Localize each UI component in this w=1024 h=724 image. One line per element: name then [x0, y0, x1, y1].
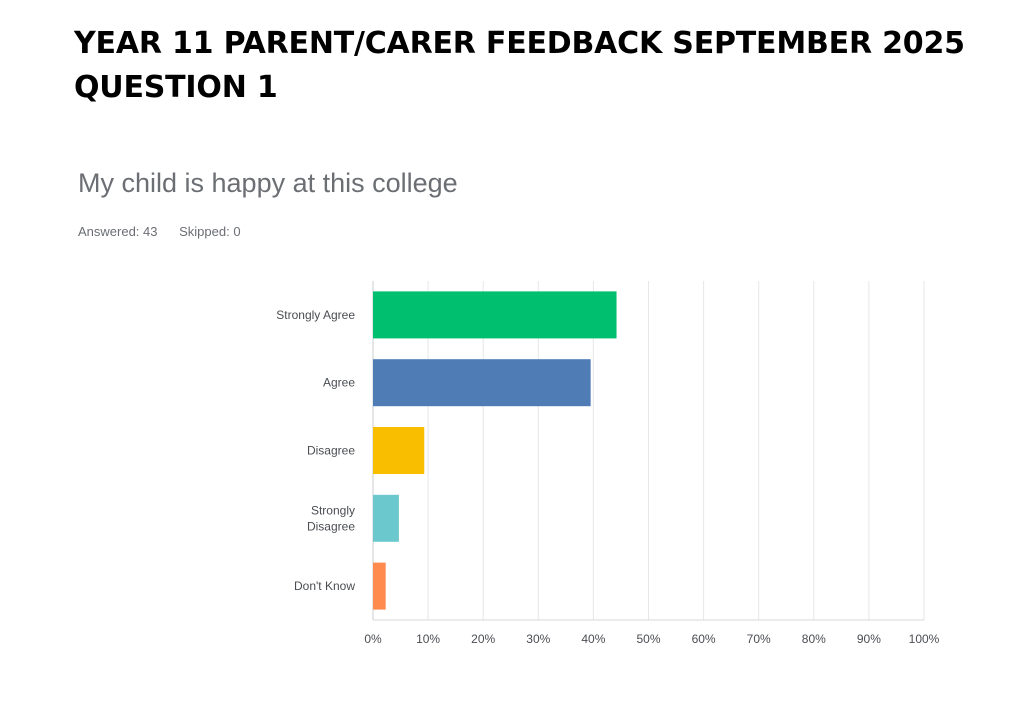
x-tick-label: 40% — [581, 632, 605, 646]
x-tick-label: 10% — [416, 632, 440, 646]
x-tick-label: 70% — [747, 632, 771, 646]
category-label: Strongly Agree — [276, 308, 355, 322]
x-tick-label: 80% — [802, 632, 826, 646]
x-tick-label: 100% — [909, 632, 940, 646]
page-title-line-2: QUESTION 1 — [74, 70, 278, 105]
bar — [373, 359, 591, 407]
question-title: My child is happy at this college — [78, 168, 458, 198]
bar — [373, 494, 399, 542]
bar — [373, 427, 425, 474]
x-tick-label: 90% — [857, 632, 881, 646]
category-label: Disagree — [307, 444, 355, 458]
x-tick-label: 30% — [526, 632, 550, 646]
skipped-count: Skipped: 0 — [179, 224, 241, 239]
answered-count: Answered: 43 — [78, 224, 158, 239]
x-tick-label: 0% — [364, 632, 382, 646]
category-label: Agree — [323, 376, 355, 390]
response-stats: Answered: 43 Skipped: 0 — [78, 224, 259, 239]
page-title: YEAR 11 PARENT/CARER FEEDBACK SEPTEMBER … — [74, 22, 994, 110]
bar — [373, 562, 386, 610]
x-tick-label: 20% — [471, 632, 495, 646]
category-label: Don't Know — [294, 579, 355, 593]
bar — [373, 291, 617, 339]
x-tick-label: 60% — [692, 632, 716, 646]
page-title-line-1: YEAR 11 PARENT/CARER FEEDBACK SEPTEMBER … — [74, 26, 965, 61]
category-label: Strongly Disagree — [307, 503, 355, 533]
x-tick-label: 50% — [636, 632, 660, 646]
